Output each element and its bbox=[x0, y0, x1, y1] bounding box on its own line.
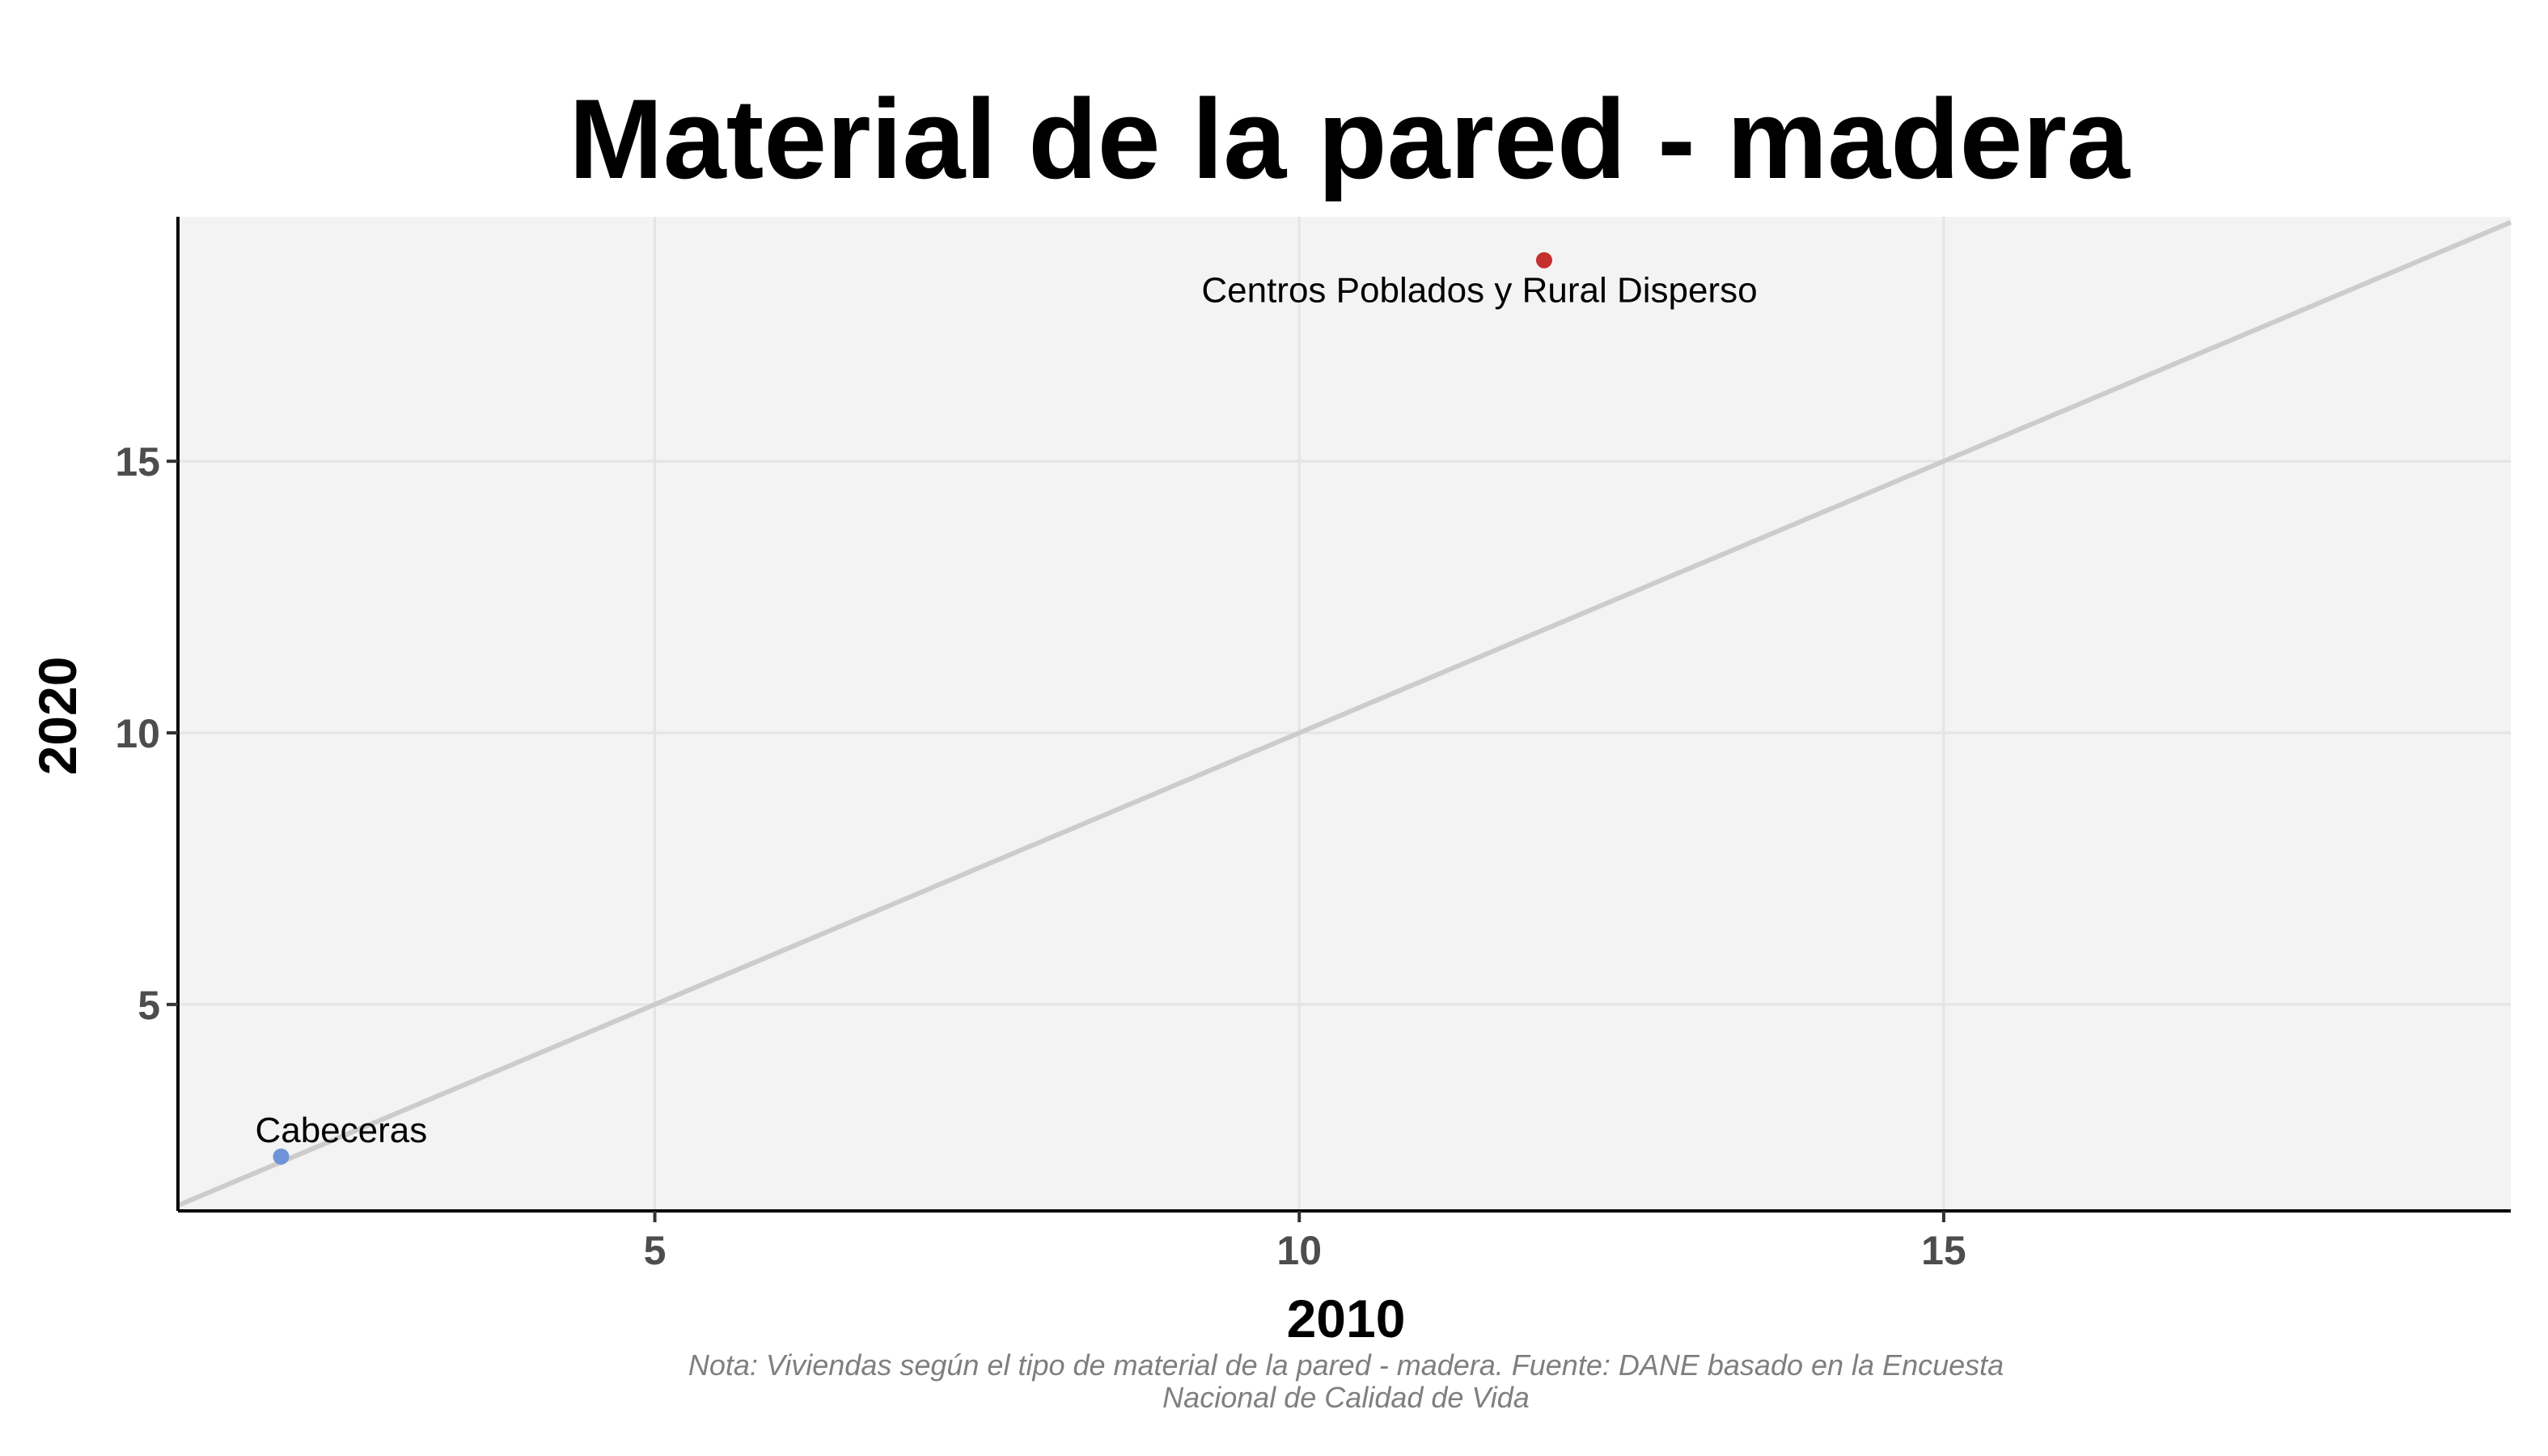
y-axis-title: 2020 bbox=[28, 657, 87, 776]
y-tick-label: 10 bbox=[115, 711, 160, 756]
data-point bbox=[273, 1148, 290, 1165]
note-line-2: Nacional de Calidad de Vida bbox=[1162, 1381, 1530, 1414]
reference-line bbox=[176, 219, 2512, 1208]
tick-labels: 5 10 15 5 10 15 bbox=[115, 439, 1966, 1273]
note-line-1: Nota: Viviendas según el tipo de materia… bbox=[688, 1348, 2004, 1382]
point-label: Centros Poblados y Rural Disperso bbox=[1201, 271, 1757, 311]
x-tick-label: 15 bbox=[1921, 1228, 1966, 1273]
chart-title: Material de la pared - madera bbox=[569, 75, 2131, 202]
x-axis-title: 2010 bbox=[1287, 1289, 1406, 1348]
x-tick-label: 10 bbox=[1276, 1228, 1322, 1273]
y-tick-label: 5 bbox=[138, 983, 160, 1028]
x-tick-label: 5 bbox=[644, 1228, 667, 1273]
axes bbox=[167, 217, 2511, 1222]
point-label: Cabeceras bbox=[255, 1111, 427, 1150]
data-points: Cabeceras Centros Poblados y Rural Disper… bbox=[255, 252, 1758, 1165]
y-tick-label: 15 bbox=[115, 439, 160, 485]
grid-lines bbox=[178, 217, 2511, 1211]
data-point bbox=[1535, 252, 1552, 269]
